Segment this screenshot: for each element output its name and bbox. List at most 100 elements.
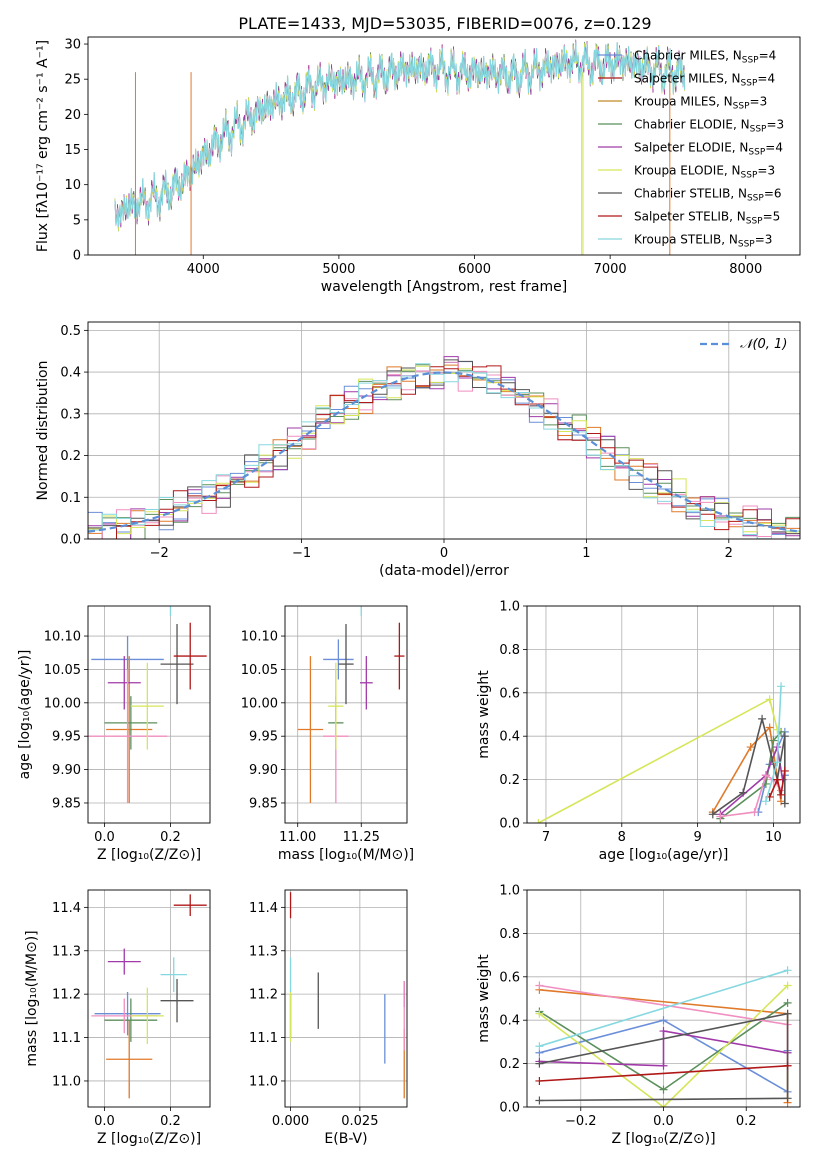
weight-marker — [535, 1042, 544, 1051]
x-tick-label: 0.0 — [653, 1114, 674, 1129]
x-tick-label: 7000 — [594, 262, 627, 277]
y-tick-label: 0.4 — [60, 366, 81, 381]
legend-label: Chabrier STELIB, NSSP=6 — [634, 187, 782, 204]
y-tick-label: 9.90 — [52, 763, 81, 778]
weight-marker — [783, 1061, 792, 1070]
y-tick-label: 0.4 — [499, 1014, 520, 1029]
weight-marker — [659, 1103, 668, 1107]
weight-marker — [765, 695, 774, 704]
weight-series-line — [712, 725, 782, 813]
weight-marker — [773, 775, 782, 784]
x-axis-label: age [log₁₀(age/yr)] — [599, 847, 729, 863]
weight-series-line — [539, 1012, 789, 1102]
x-tick-label: 7 — [542, 830, 550, 845]
y-tick-label: 9.85 — [249, 796, 278, 811]
weight-marker — [761, 797, 770, 806]
y-axis-label: mass [log₁₀(M/M⊙)] — [24, 930, 40, 1066]
y-tick-label: 10.05 — [44, 663, 81, 678]
histogram-steps — [88, 356, 800, 539]
x-tick-label: 10 — [765, 830, 782, 845]
x-tick-label: −2 — [150, 546, 169, 561]
x-axis-label: mass [log₁₀(M/M⊙)] — [278, 847, 414, 863]
y-axis-label: Flux [fλ10⁻¹⁷ erg cm⁻² s⁻¹ A⁻¹] — [35, 40, 51, 252]
y-tick-label: 11.2 — [249, 988, 278, 1003]
x-tick-label: 0.2 — [736, 1114, 757, 1129]
x-tick-label: 0.0 — [94, 830, 115, 845]
y-tick-label: 10.05 — [241, 663, 278, 678]
histogram-series — [88, 363, 800, 539]
y-tick-label: 0.2 — [60, 449, 81, 464]
x-tick-label: 1 — [582, 546, 590, 561]
x-tick-label: 0.025 — [341, 1114, 378, 1129]
y-tick-label: 9.95 — [249, 730, 278, 745]
legend-label: 𝒩(0, 1) — [740, 337, 787, 352]
error-bars — [289, 892, 405, 1099]
legend-label: Chabrier MILES, NSSP=4 — [634, 49, 776, 66]
y-axis-label: Normed distribution — [35, 361, 51, 501]
axes-frame — [284, 605, 408, 824]
y-tick-label: 0.4 — [499, 730, 520, 745]
weight-marker — [783, 1094, 792, 1103]
weight-series-line — [539, 1065, 788, 1082]
legend-label: Chabrier ELODIE, NSSP=3 — [634, 118, 784, 135]
axes-frame — [87, 321, 801, 540]
x-tick-label: 2 — [725, 546, 733, 561]
axes-frame — [87, 36, 801, 256]
x-axis-label: E(B-V) — [324, 1131, 367, 1147]
x-tick-label: 0 — [440, 546, 448, 561]
y-tick-label: 20 — [64, 108, 81, 123]
legend-label: Kroupa MILES, NSSP=3 — [634, 95, 767, 112]
weight-marker — [783, 998, 792, 1007]
y-tick-label: 0.8 — [499, 643, 520, 658]
y-axis-label: mass weight — [476, 670, 492, 759]
y-tick-label: 10 — [64, 178, 81, 193]
x-axis-label: Z [log₁₀(Z/Z⊙)] — [97, 1131, 201, 1147]
spectrum-line — [114, 41, 686, 228]
y-tick-label: 9.95 — [52, 730, 81, 745]
weight-series-line — [768, 770, 786, 798]
legend-label: Salpeter MILES, NSSP=4 — [634, 72, 775, 89]
x-tick-label: 0.2 — [160, 1114, 181, 1129]
weight-marker — [773, 758, 782, 767]
residual-histogram-panel: −2 −1 0 1 2 0.0 0.1 0.2 0.3 0.4 0.5 (data-model)/er… — [35, 321, 801, 579]
mass-weight-vs-metallicity-panel: −0.2 0.0 0.2 0.0 0.2 0.4 0.6 0.8 1.0 Z [log₁₀(Z/Z… — [476, 884, 801, 1147]
weight-lines — [535, 966, 792, 1107]
y-tick-label: 11.0 — [52, 1074, 81, 1089]
x-tick-label: 0.0 — [94, 1114, 115, 1129]
weight-marker — [535, 1059, 544, 1068]
x-tick-label: 0.000 — [272, 1114, 309, 1129]
y-tick-label: 1.0 — [499, 600, 520, 615]
error-bars — [297, 606, 405, 803]
y-tick-label: 9.85 — [52, 796, 81, 811]
x-tick-label: 0.2 — [160, 830, 181, 845]
y-tick-label: 1.0 — [499, 884, 520, 899]
y-tick-label: 0.1 — [60, 491, 81, 506]
y-tick-label: 0.6 — [499, 686, 520, 701]
weight-marker — [769, 736, 778, 745]
x-axis-label: wavelength [Angstrom, rest frame] — [321, 279, 567, 295]
spectrum-lines — [114, 39, 686, 255]
weight-lines — [534, 682, 789, 823]
weight-marker — [783, 1009, 792, 1018]
weight-marker — [780, 799, 789, 808]
weight-series-line — [539, 1030, 788, 1067]
y-tick-label: 15 — [64, 143, 81, 158]
legend-label: Salpeter ELODIE, NSSP=4 — [634, 141, 783, 158]
weight-marker — [773, 725, 782, 734]
axes-frame — [526, 605, 801, 824]
weight-marker — [659, 1016, 668, 1025]
x-tick-label: 11.00 — [279, 830, 316, 845]
axes-frame — [87, 605, 211, 824]
y-tick-label: 10.00 — [44, 696, 81, 711]
y-tick-label: 11.4 — [249, 901, 278, 916]
weight-marker — [783, 966, 792, 975]
x-tick-label: 4000 — [187, 262, 220, 277]
y-tick-label: 11.3 — [249, 944, 278, 959]
weight-series-line — [538, 698, 779, 823]
error-bars — [91, 894, 207, 1099]
weight-marker — [783, 981, 792, 990]
x-tick-label: −1 — [292, 546, 311, 561]
weight-series-line — [538, 984, 789, 1107]
y-tick-label: 0.3 — [60, 407, 81, 422]
